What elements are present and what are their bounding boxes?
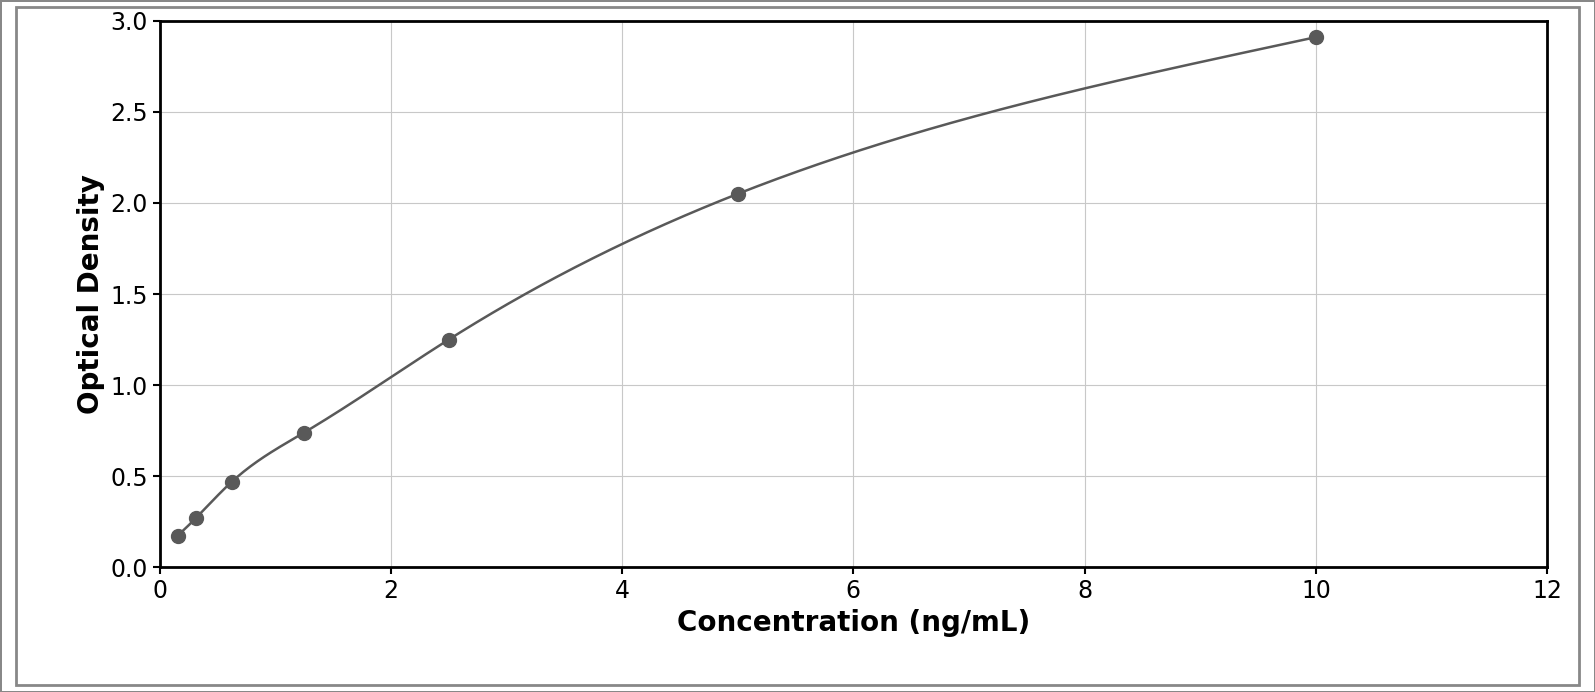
X-axis label: Concentration (ng/mL): Concentration (ng/mL) <box>676 609 1030 637</box>
Point <box>1303 32 1329 43</box>
Point <box>435 334 461 345</box>
Point <box>724 188 751 199</box>
Point <box>292 427 317 438</box>
Point <box>164 530 190 541</box>
Y-axis label: Optical Density: Optical Density <box>77 174 105 414</box>
Point <box>219 476 244 487</box>
Point <box>183 513 209 524</box>
